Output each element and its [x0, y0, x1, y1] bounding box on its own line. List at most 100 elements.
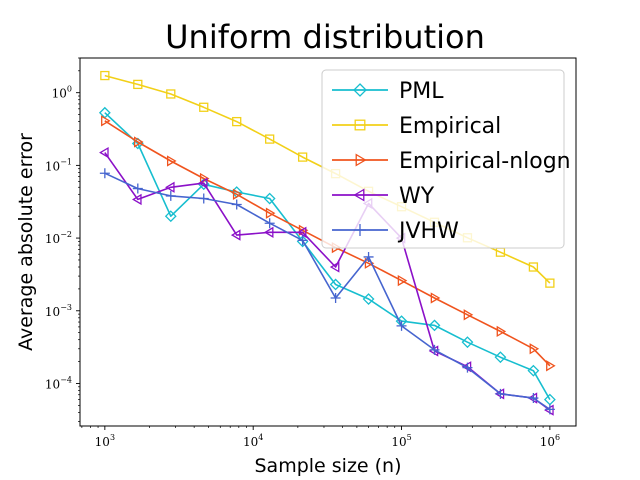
data-point-triangle-right: [166, 155, 177, 167]
data-point-triangle-right: [101, 115, 111, 127]
x-axis-label: Sample size (n): [254, 455, 401, 477]
data-point-plus: [330, 292, 341, 303]
y-axis-label: Average absolute error: [15, 133, 37, 351]
y-tick-base: 10: [45, 305, 60, 319]
data-point-triangle-left: [329, 261, 340, 273]
data-point-triangle-right: [355, 153, 367, 167]
data-point-square: [297, 152, 308, 162]
data-point-triangle-left: [296, 226, 307, 238]
data-point-diamond: [353, 83, 367, 97]
data-point-triangle-right: [232, 188, 243, 200]
data-point-triangle-right: [397, 274, 408, 287]
data-point-square: [545, 278, 555, 288]
legend-label: Empirical-nlogn: [399, 149, 571, 174]
data-point-plus: [297, 235, 308, 246]
data-point-plus: [396, 320, 407, 331]
data-point-plus: [231, 199, 242, 210]
data-point-triangle-left: [99, 146, 109, 159]
data-point-plus: [544, 404, 555, 415]
x-tick-exponent: 6: [555, 433, 560, 442]
data-point-diamond: [362, 293, 375, 305]
data-point-plus: [462, 362, 473, 373]
data-point-triangle-left: [353, 188, 365, 202]
series-pml: [98, 106, 556, 406]
data-point-diamond: [527, 364, 540, 377]
data-point-plus: [99, 168, 110, 179]
legend-box: [321, 69, 565, 249]
data-point-plus: [198, 193, 209, 204]
data-point-triangle-left: [197, 177, 208, 189]
y-tick-label: 100: [52, 85, 72, 101]
data-point-square: [166, 89, 176, 99]
x-axis: 103 104 105 106: [81, 426, 560, 449]
x-tick-base: 10: [243, 435, 258, 449]
data-point-diamond: [263, 192, 276, 205]
y-tick-base: 10: [45, 232, 60, 246]
data-point-square: [354, 119, 366, 131]
x-tick-label: 106: [540, 433, 560, 449]
data-point-triangle-left: [230, 229, 241, 241]
legend-item: PML: [332, 79, 444, 104]
y-tick-base: 10: [52, 87, 67, 101]
series-line: [104, 112, 551, 400]
data-point-triangle-left: [544, 404, 554, 416]
data-point-square: [133, 79, 143, 90]
y-tick-exponent: −2: [60, 230, 72, 239]
y-tick-base: 10: [45, 377, 60, 391]
data-point-plus: [165, 190, 176, 201]
plot-area: [79, 57, 577, 427]
data-point-triangle-left: [263, 226, 274, 238]
y-tick-label: 10−3: [45, 303, 72, 319]
x-tick-base: 10: [540, 435, 555, 449]
legend-item: Empirical-nlogn: [332, 149, 571, 174]
y-tick-exponent: −3: [60, 303, 72, 312]
x-tick-exponent: 4: [258, 433, 263, 442]
legend-item: Empirical: [332, 114, 501, 139]
data-point-square: [528, 262, 539, 272]
legend-label: Empirical: [399, 114, 501, 139]
y-tick-label: 10−1: [45, 157, 72, 173]
y-tick-label: 10−4: [45, 375, 72, 391]
data-point-triangle-right: [546, 360, 556, 372]
data-point-triangle-left: [165, 181, 175, 193]
x-tick-exponent: 5: [407, 433, 412, 442]
data-point-triangle-right: [134, 136, 144, 148]
data-point-triangle-left: [132, 193, 142, 206]
x-tick-base: 10: [391, 435, 406, 449]
data-point-plus: [429, 344, 440, 355]
data-point-plus: [528, 393, 539, 404]
legend-item: JVHW: [332, 219, 459, 244]
data-point-plus: [264, 218, 275, 229]
y-tick-base: 10: [45, 159, 60, 173]
data-point-square: [232, 116, 242, 127]
legend-item: WY: [332, 184, 435, 209]
data-point-plus: [132, 183, 143, 194]
y-tick-exponent: −1: [60, 157, 72, 166]
data-point-plus: [363, 251, 374, 262]
series-jvhw: [99, 168, 555, 415]
y-tick-label: 10−2: [45, 230, 72, 246]
x-tick-label: 105: [391, 433, 411, 449]
data-point-triangle-right: [430, 292, 441, 304]
data-point-diamond: [461, 336, 474, 349]
legend-label: WY: [399, 184, 435, 209]
legend-label: JVHW: [397, 219, 459, 244]
data-point-square: [199, 102, 209, 112]
data-point-triangle-right: [265, 207, 276, 219]
data-point-square: [100, 70, 110, 81]
legend: PML Empirical Empirical-nlogn WY JVHW: [321, 69, 571, 249]
data-point-diamond: [494, 351, 507, 364]
data-point-triangle-left: [461, 361, 472, 373]
y-tick-exponent: 0: [67, 85, 72, 94]
data-point-triangle-right: [529, 343, 540, 355]
x-tick-base: 10: [95, 435, 110, 449]
data-point-square: [265, 134, 275, 144]
x-tick-label: 104: [243, 433, 263, 449]
data-point-triangle-right: [463, 309, 474, 321]
data-point-diamond: [329, 278, 342, 291]
data-point-plus: [495, 388, 506, 399]
legend-label: PML: [399, 79, 444, 104]
data-point-diamond: [428, 319, 441, 332]
x-tick-exponent: 3: [110, 433, 115, 442]
